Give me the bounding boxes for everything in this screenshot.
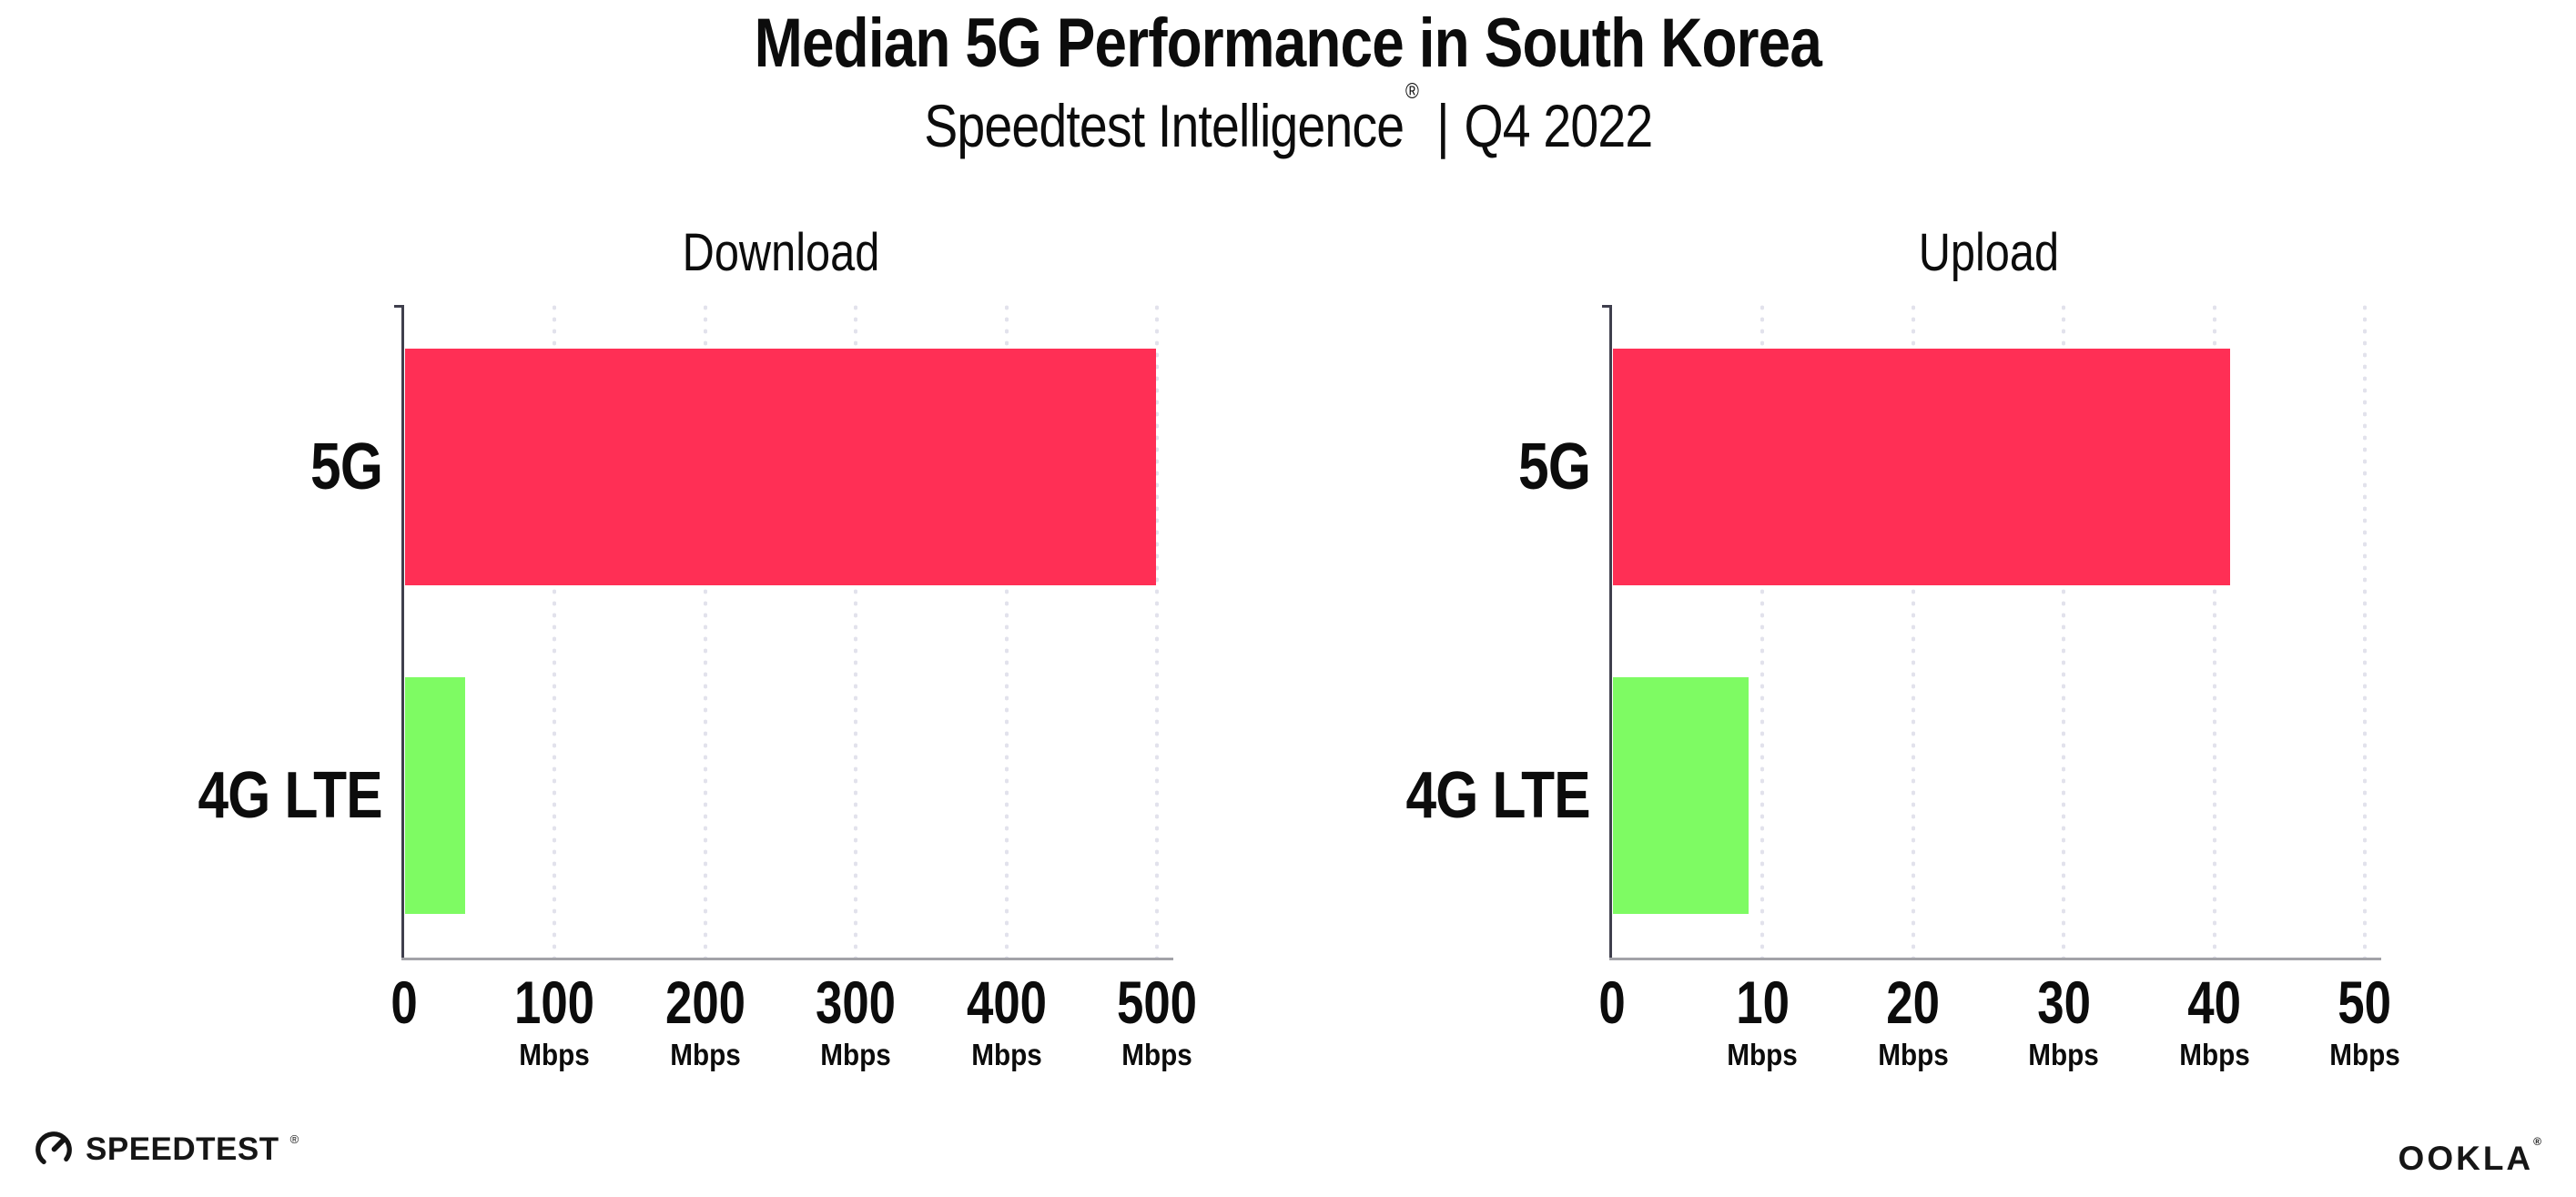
y-axis [1602, 305, 1612, 960]
x-tick-value: 500 [1107, 969, 1207, 1036]
x-tick-value-text: 50 [2338, 969, 2392, 1036]
x-tick-30: 30 Mbps [2024, 969, 2103, 1072]
upload-plot-area [1602, 305, 2381, 960]
y-axis-label-5g: 5G [55, 412, 383, 522]
bar-5g-download [405, 349, 1157, 585]
gauge-icon [35, 1131, 72, 1168]
gridline-50-mbps [2363, 305, 2367, 958]
upload-chart-title: Upload [1612, 222, 2365, 283]
x-tick-value: 0 [1596, 969, 1629, 1036]
x-tick-value: 300 [806, 969, 906, 1036]
upload-x-axis-labels: 0 10 Mbps 20 Mbps 30 Mbps 40 Mbps 50 Mbps [1598, 969, 2399, 1123]
gridline-500-mbps [1155, 305, 1159, 958]
x-tick-value-text: 400 [966, 969, 1047, 1036]
x-tick-unit: Mbps [1727, 1038, 1799, 1071]
download-chart-title: Download [404, 222, 1157, 283]
download-chart-title-text: Download [682, 223, 879, 282]
speedtest-wordmark: SPEEDTEST [86, 1131, 279, 1167]
x-tick-value-text: 300 [816, 969, 897, 1036]
ookla-wordmark: OOKLA [2398, 1140, 2534, 1177]
page-title: Median 5G Performance in South Korea [0, 4, 2576, 83]
x-tick-value: 30 [2024, 969, 2103, 1036]
x-tick-value: 200 [655, 969, 756, 1036]
x-tick-20: 20 Mbps [1874, 969, 1952, 1072]
gridline-40-mbps [2212, 305, 2216, 958]
x-tick-value: 20 [1874, 969, 1952, 1036]
y-axis-label-text: 4G LTE [198, 759, 383, 832]
x-tick-value: 400 [957, 969, 1057, 1036]
subtitle-period: Q4 2022 [1464, 92, 1653, 159]
x-tick-value: 10 [1723, 969, 1801, 1036]
gridline-200-mbps [703, 305, 707, 958]
x-tick-0: 0 [388, 969, 421, 1036]
x-tick-unit: Mbps [1878, 1038, 1949, 1071]
x-tick-value-text: 10 [1736, 969, 1790, 1036]
gridline-10-mbps [1760, 305, 1765, 958]
download-x-axis-labels: 0 100 Mbps 200 Mbps 300 Mbps 400 Mbps 500 Mbps [390, 969, 1197, 1123]
x-tick-value: 40 [2175, 969, 2254, 1036]
gridline-300-mbps [854, 305, 858, 958]
x-tick-0: 0 [1596, 969, 1629, 1036]
x-tick-value-text: 0 [390, 969, 418, 1036]
x-tick-value-text: 0 [1598, 969, 1626, 1036]
x-tick-unit: Mbps [1121, 1038, 1192, 1071]
x-axis [401, 958, 1173, 960]
gridline-100-mbps [553, 305, 557, 958]
chart-subtitle: Speedtest Intelligence® | Q4 2022 [0, 79, 2576, 160]
ookla-logo: OOKLA® [2398, 1135, 2541, 1178]
upload-chart-title-text: Upload [1918, 223, 2059, 282]
bar-4g-lte-download [405, 677, 466, 914]
x-tick-unit: Mbps [820, 1038, 891, 1071]
x-tick-unit: Mbps [2178, 1038, 2250, 1071]
registered-trademark-mark: ® [1405, 79, 1419, 104]
x-tick-40: 40 Mbps [2175, 969, 2254, 1072]
x-tick-500: 500 Mbps [1107, 969, 1207, 1072]
x-tick-200: 200 Mbps [655, 969, 756, 1072]
y-axis-label-4g-lte: 4G LTE [55, 741, 383, 850]
y-axis-label-4g-lte: 4G LTE [1263, 741, 1591, 850]
x-tick-10: 10 Mbps [1723, 969, 1801, 1072]
x-tick-unit: Mbps [519, 1038, 591, 1071]
bar-4g-lte-upload [1613, 677, 1749, 914]
x-tick-value-text: 40 [2187, 969, 2241, 1036]
y-axis [394, 305, 404, 960]
download-y-axis-labels: 5G 4G LTE [55, 305, 383, 958]
y-axis-label-text: 5G [1518, 431, 1591, 503]
subtitle-separator: | [1435, 92, 1449, 159]
x-tick-400: 400 Mbps [957, 969, 1057, 1072]
gridline-400-mbps [1004, 305, 1009, 958]
bar-5g-upload [1613, 349, 2231, 585]
speedtest-logo: SPEEDTEST ® [33, 1129, 299, 1171]
x-tick-value: 0 [388, 969, 421, 1036]
download-plot-area [394, 305, 1173, 960]
x-tick-50: 50 Mbps [2326, 969, 2404, 1072]
gridline-20-mbps [1911, 305, 1915, 958]
x-tick-value-text: 20 [1886, 969, 1941, 1036]
x-tick-100: 100 Mbps [504, 969, 604, 1072]
upload-y-axis-labels: 5G 4G LTE [1263, 305, 1591, 958]
x-axis [1609, 958, 2381, 960]
gridline-30-mbps [2062, 305, 2066, 958]
x-tick-value: 50 [2326, 969, 2404, 1036]
speedtest-reg-mark: ® [289, 1131, 299, 1146]
x-tick-unit: Mbps [970, 1038, 1042, 1071]
page-title-text: Median 5G Performance in South Korea [754, 5, 1822, 82]
x-tick-value-text: 100 [514, 969, 595, 1036]
x-tick-value: 100 [504, 969, 604, 1036]
x-tick-unit: Mbps [2028, 1038, 2099, 1071]
x-tick-unit: Mbps [2329, 1038, 2400, 1071]
x-tick-value-text: 500 [1116, 969, 1198, 1036]
x-tick-unit: Mbps [670, 1038, 741, 1071]
y-axis-label-text: 5G [310, 431, 383, 503]
y-axis-label-5g: 5G [1263, 412, 1591, 522]
x-tick-value-text: 200 [664, 969, 745, 1036]
x-tick-300: 300 Mbps [806, 969, 906, 1072]
subtitle-brand: Speedtest Intelligence [923, 92, 1405, 159]
ookla-reg-mark: ® [2533, 1134, 2541, 1148]
x-tick-value-text: 30 [2036, 969, 2091, 1036]
y-axis-label-text: 4G LTE [1405, 759, 1591, 832]
